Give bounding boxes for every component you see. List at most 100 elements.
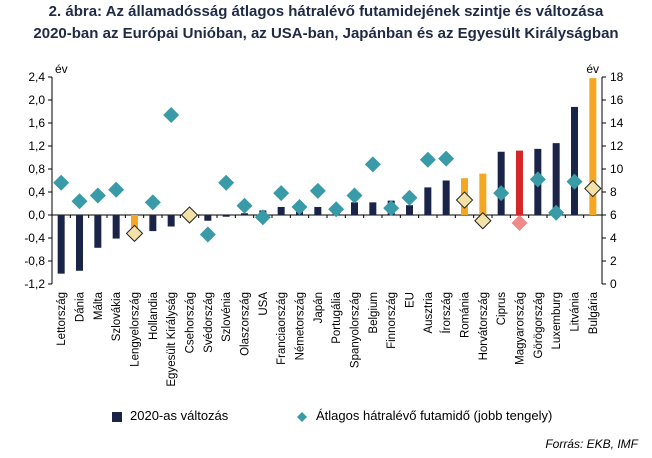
- bar: [406, 205, 413, 215]
- legend-item-diamonds: Átlagos hátralévő futamidő (jobb tengely…: [296, 408, 552, 423]
- right-tick-label: 12: [610, 139, 624, 153]
- right-tick-label: 10: [610, 162, 624, 176]
- right-tick-label: 16: [610, 93, 624, 107]
- category-label: Ausztria: [423, 291, 435, 333]
- category-label: Luxemburg: [551, 292, 563, 350]
- category-label: USA: [258, 292, 270, 316]
- marker-diamond: [493, 185, 510, 202]
- legend-bar-swatch: [112, 411, 122, 422]
- left-tick-label: 0,0: [28, 208, 45, 222]
- category-label: EU: [405, 292, 417, 308]
- category-label: Írország: [440, 292, 453, 334]
- left-tick-label: 1,2: [28, 139, 45, 153]
- bar: [369, 202, 377, 215]
- legend-item-bars: 2020-as változás: [112, 408, 228, 423]
- bar: [351, 202, 358, 215]
- bar: [167, 215, 175, 227]
- source-note: Forrás: EKB, IMF: [545, 437, 638, 451]
- bar: [552, 143, 560, 215]
- bar: [57, 215, 65, 274]
- bar: [94, 215, 102, 248]
- chart-title-line2: 2020-ban az Európai Unióban, az USA-ban,…: [33, 25, 619, 42]
- category-label: Finnország: [386, 292, 398, 349]
- category-label: Dánia: [75, 291, 87, 322]
- right-tick-label: 6: [610, 208, 617, 222]
- left-tick-label: -1,2: [24, 277, 45, 291]
- marker-diamond: [401, 189, 418, 206]
- marker-diamond: [180, 206, 199, 224]
- bar: [131, 215, 138, 232]
- bar: [442, 180, 450, 215]
- marker-diamond: [89, 187, 106, 204]
- marker-diamond: [566, 173, 583, 190]
- category-label: Németország: [295, 292, 307, 360]
- category-label: Bulgária: [588, 291, 600, 334]
- bar: [589, 78, 597, 216]
- right-tick-label: 8: [610, 185, 617, 199]
- left-tick-label: 1,6: [28, 116, 45, 130]
- left-tick-label: 2,4: [28, 70, 45, 84]
- right-tick-label: 18: [610, 70, 624, 84]
- bar: [222, 215, 230, 217]
- bar: [76, 215, 83, 271]
- marker-diamond: [584, 179, 602, 198]
- left-tick-label: -0,8: [24, 254, 45, 268]
- right-axis-unit: év: [586, 62, 599, 76]
- bar: [516, 150, 523, 215]
- category-label: Lengyelország: [130, 292, 142, 367]
- right-tick-label: 2: [610, 254, 617, 268]
- bar: [204, 215, 212, 221]
- marker-diamond: [529, 171, 546, 188]
- bar: [424, 187, 432, 215]
- category-label: Görögország: [533, 292, 545, 358]
- marker-diamond: [455, 191, 474, 209]
- right-tick-label: 4: [610, 231, 617, 245]
- left-tick-label: -0,4: [24, 231, 45, 245]
- left-axis-unit: év: [55, 62, 68, 76]
- legend-diamond-swatch: [297, 411, 307, 422]
- left-tick-label: 0,4: [28, 185, 45, 199]
- right-tick-label: 0: [610, 277, 617, 291]
- marker-diamond: [328, 201, 345, 218]
- category-label: Románia: [460, 291, 472, 338]
- legend-diamonds-label: Átlagos hátralévő futamidő (jobb tengely…: [316, 408, 553, 423]
- category-label: Franciaország: [276, 292, 288, 365]
- marker-diamond: [273, 185, 290, 202]
- left-tick-label: 0,8: [28, 162, 45, 176]
- category-label: Belgium: [368, 292, 380, 334]
- category-label: Horvátország: [478, 292, 490, 360]
- category-label: Szlovákia: [111, 291, 123, 341]
- category-label: Lettország: [56, 292, 68, 346]
- category-label: Japán: [313, 292, 325, 323]
- bar: [497, 151, 505, 215]
- category-label: Svédország: [203, 292, 215, 353]
- bar: [277, 206, 285, 215]
- right-tick-label: 14: [610, 116, 624, 130]
- bar: [571, 106, 578, 215]
- marker-diamond: [199, 226, 216, 243]
- bar: [112, 215, 120, 239]
- chart-title-line1: 2. ábra: Az államadósság átlagos hátralé…: [48, 3, 604, 20]
- marker-diamond: [218, 174, 235, 191]
- marker-diamond: [71, 193, 88, 210]
- category-label: Magyarország: [515, 292, 527, 365]
- marker-diamond: [346, 187, 363, 204]
- marker-diamond: [309, 182, 326, 199]
- category-label: Szlovénia: [221, 291, 233, 341]
- category-label: Litvánia: [570, 291, 582, 331]
- category-label: Hollandia: [148, 291, 160, 340]
- marker-diamond: [236, 197, 253, 214]
- category-label: Olaszország: [240, 292, 252, 356]
- marker-diamond: [144, 194, 161, 211]
- category-label: Ciprus: [496, 292, 508, 325]
- marker-diamond: [438, 150, 455, 167]
- marker-diamond: [548, 204, 565, 221]
- category-label: Spanyolország: [350, 292, 362, 368]
- bar: [149, 215, 157, 232]
- marker-diamond: [53, 174, 70, 191]
- bar: [479, 173, 487, 215]
- marker-diamond: [419, 151, 436, 168]
- category-label: Egyesült Királyság: [166, 292, 178, 387]
- bar: [314, 206, 322, 215]
